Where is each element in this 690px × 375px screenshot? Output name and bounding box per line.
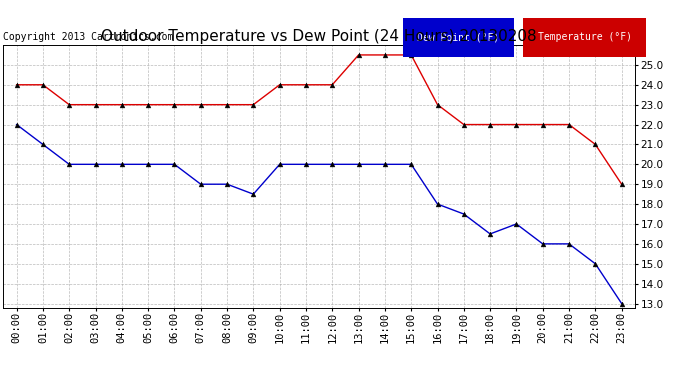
- Text: Copyright 2013 Cartronics.com: Copyright 2013 Cartronics.com: [3, 32, 174, 42]
- Text: Temperature (°F): Temperature (°F): [538, 32, 631, 42]
- Title: Outdoor Temperature vs Dew Point (24 Hours) 20130208: Outdoor Temperature vs Dew Point (24 Hou…: [101, 29, 537, 44]
- Text: Dew Point (°F): Dew Point (°F): [417, 32, 500, 42]
